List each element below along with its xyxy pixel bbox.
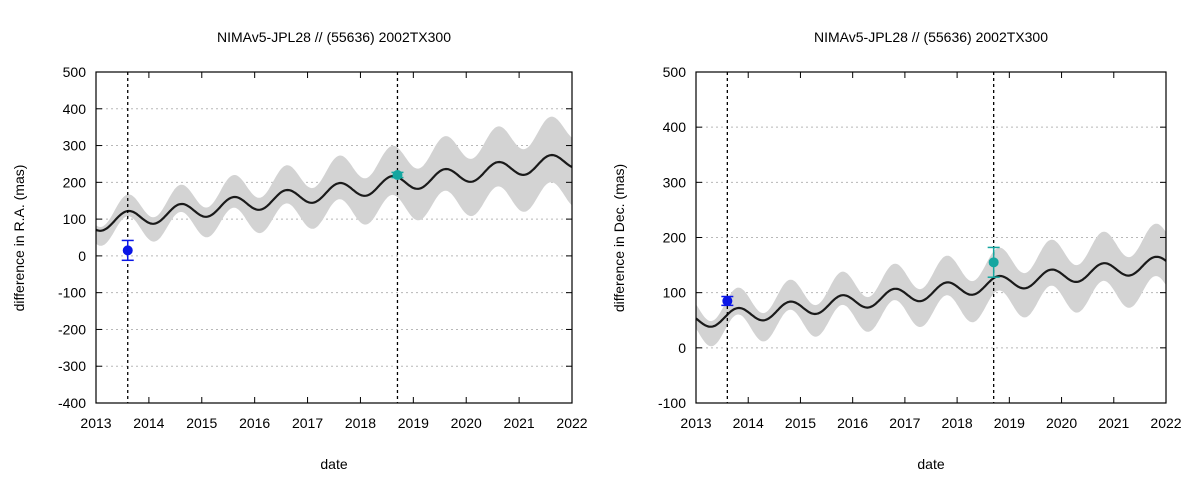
y-axis-label: difference in Dec. (mas) (611, 164, 627, 312)
y-tick-label: 400 (63, 101, 87, 117)
data-point (988, 257, 999, 268)
y-tick-label: -100 (658, 395, 686, 411)
y-axis-label: difference in R.A. (mas) (11, 165, 27, 312)
y-tick-label: 100 (663, 285, 687, 301)
epoch-lines (726, 72, 995, 403)
x-tick-label: 2016 (239, 415, 270, 431)
x-tick-label: 2013 (80, 415, 111, 431)
chart-title: NIMAv5-JPL28 // (55636) 2002TX300 (814, 29, 1048, 45)
uncertainty-band (696, 223, 1166, 347)
x-tick-label: 2018 (942, 415, 973, 431)
epoch-lines (127, 72, 399, 403)
chart-title: NIMAv5-JPL28 // (55636) 2002TX300 (217, 29, 451, 45)
x-tick-label: 2019 (398, 415, 429, 431)
y-tick-label: 0 (78, 248, 86, 264)
x-tick-label: 2022 (556, 415, 587, 431)
x-tick-label: 2015 (186, 415, 217, 431)
y-tick-label: 300 (663, 174, 687, 190)
data-point (722, 295, 733, 306)
y-tick-label: -300 (58, 358, 86, 374)
x-tick-label: 2022 (1150, 415, 1181, 431)
y-tick-label: -200 (58, 321, 86, 337)
x-tick-label: 2020 (1046, 415, 1077, 431)
y-tick-label: 200 (63, 174, 87, 190)
chart-ra: NIMAv5-JPL28 // (55636) 2002TX300 -400 -3… (11, 29, 588, 472)
x-tick-label: 2019 (994, 415, 1025, 431)
y-axis: -100 0 100 200 300 400 500 (658, 64, 1166, 411)
x-tick-label: 2021 (504, 415, 535, 431)
y-tick-label: -400 (58, 395, 86, 411)
y-tick-label: 500 (663, 64, 687, 80)
x-tick-label: 2015 (785, 415, 816, 431)
data-point (392, 169, 403, 180)
chart-dec: NIMAv5-JPL28 // (55636) 2002TX300 -100 0 1… (611, 29, 1182, 472)
y-tick-label: 400 (663, 119, 687, 135)
x-axis-label: date (320, 456, 347, 472)
y-tick-label: 200 (663, 230, 687, 246)
x-tick-label: 2017 (292, 415, 323, 431)
x-tick-label: 2014 (133, 415, 164, 431)
observation-points (121, 169, 404, 262)
x-tick-label: 2021 (1098, 415, 1129, 431)
difference-curve (695, 255, 1167, 328)
x-axis: 2013 2014 2015 2016 2017 2018 2019 2020 2021 2022 (680, 72, 1182, 431)
x-axis: 2013 2014 2015 2016 2017 2018 2019 2020 2021 2022 (80, 72, 588, 431)
x-tick-label: 2016 (837, 415, 868, 431)
x-tick-label: 2017 (889, 415, 920, 431)
y-tick-label: 100 (63, 211, 87, 227)
x-tick-label: 2018 (345, 415, 376, 431)
x-tick-label: 2014 (733, 415, 764, 431)
difference-curve (95, 153, 573, 232)
y-tick-label: 300 (63, 138, 87, 154)
x-tick-label: 2020 (451, 415, 482, 431)
y-tick-label: 500 (63, 64, 87, 80)
observation-points (721, 246, 1000, 307)
plot-frame (95, 71, 573, 404)
data-point (122, 245, 133, 256)
x-axis-label: date (917, 456, 944, 472)
y-tick-label: -100 (58, 285, 86, 301)
y-axis: -400 -300 -200 -100 0 100 200 300 400 500 (58, 64, 572, 411)
uncertainty-band (96, 116, 572, 246)
y-tick-label: 0 (678, 340, 686, 356)
x-tick-label: 2013 (680, 415, 711, 431)
